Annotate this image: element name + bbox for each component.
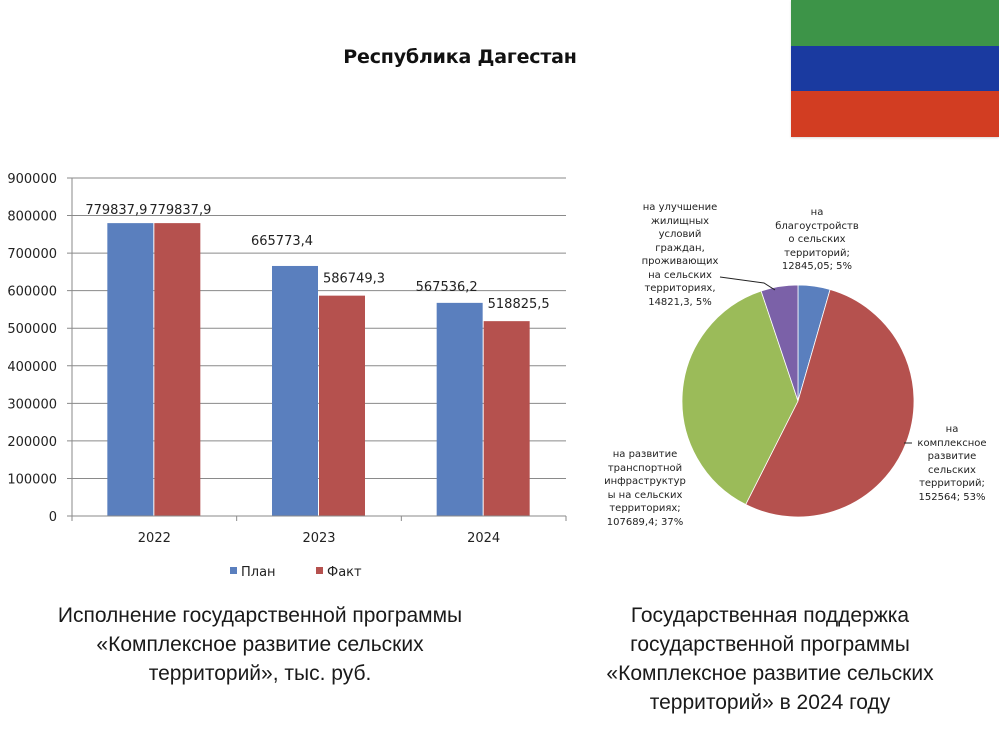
y-tick-label: 300000 [7, 397, 57, 412]
bar-chart: 0 100000 200000 300000 400000 500000 600000 700… [7, 172, 567, 580]
caption-line: «Комплексное развитие сельских [96, 633, 424, 656]
chart-legend: План Факт [230, 565, 362, 580]
bar-fact-2023 [319, 295, 365, 516]
caption-line: Государственная поддержка [630, 604, 910, 627]
caption-line: Исполнение государственной программы [57, 604, 463, 627]
flag-stripe-blue [791, 45, 999, 92]
x-tick-label: 2024 [467, 531, 500, 546]
bar-fact-2024 [483, 321, 530, 516]
legend-swatch-icon [316, 567, 323, 574]
bar-series: 779837,9 779837,9 665773,4 586749,3 567536,2… [85, 203, 550, 516]
caption-line: территорий» в 2024 году [649, 691, 891, 714]
x-tick-label: 2023 [302, 531, 335, 546]
x-tick-label: 2022 [138, 531, 171, 546]
bar-data-label: 779837,9 [85, 203, 147, 218]
bar-chart-caption: Исполнение государственной программы «Ко… [20, 601, 500, 688]
pie-slice [681, 290, 799, 506]
pie-chart [681, 284, 915, 518]
y-tick-label: 100000 [7, 472, 57, 487]
bar-fact-2022 [154, 223, 201, 516]
caption-line: «Комплексное развитие сельских [606, 662, 934, 685]
y-tick-label: 900000 [7, 172, 57, 187]
caption-line: территорий», тыс. руб. [148, 662, 372, 685]
bar-data-label: 665773,4 [251, 234, 313, 249]
y-tick-label: 200000 [7, 435, 57, 450]
pie-label-transport: на развитие транспортной инфраструктур ы… [604, 449, 686, 528]
legend-label: План [241, 565, 276, 580]
bar-data-label: 567536,2 [416, 280, 478, 295]
flag-stripe-red [791, 91, 999, 137]
caption-line: государственной программы [630, 633, 910, 656]
y-tick-label: 0 [49, 510, 57, 525]
y-tick-label: 800000 [7, 210, 57, 225]
legend-label: Факт [327, 565, 362, 580]
x-axis: 2022 2023 2024 [71, 515, 567, 546]
bar-plan-2024 [436, 302, 483, 516]
bar-plan-2022 [107, 223, 154, 516]
pie-label-complex: на комплексное развитие сельских террито… [917, 424, 987, 503]
y-tick-label: 500000 [7, 322, 57, 337]
pie-label-improvement: на благоустройств о сельских территорий;… [775, 207, 859, 272]
bar-data-label: 518825,5 [488, 297, 550, 312]
y-tick-label: 400000 [7, 360, 57, 375]
bar-data-label: 779837,9 [149, 203, 211, 218]
bar-data-label: 586749,3 [323, 272, 385, 287]
pie-chart-caption: Государственная поддержка государственно… [560, 601, 980, 717]
page-title: Республика Дагестан [343, 46, 577, 68]
legend-swatch-icon [230, 567, 237, 574]
y-tick-label: 600000 [7, 285, 57, 300]
y-axis-tick-labels: 0 100000 200000 300000 400000 500000 600000 700… [7, 172, 57, 525]
bar-plan-2023 [272, 265, 318, 516]
flag-stripe-green [791, 0, 999, 46]
pie-label-housing: на улучшение жилищных условий граждан, п… [641, 202, 719, 308]
flag-image [791, 0, 999, 137]
y-tick-label: 700000 [7, 247, 57, 262]
pie-slice [760, 284, 799, 402]
